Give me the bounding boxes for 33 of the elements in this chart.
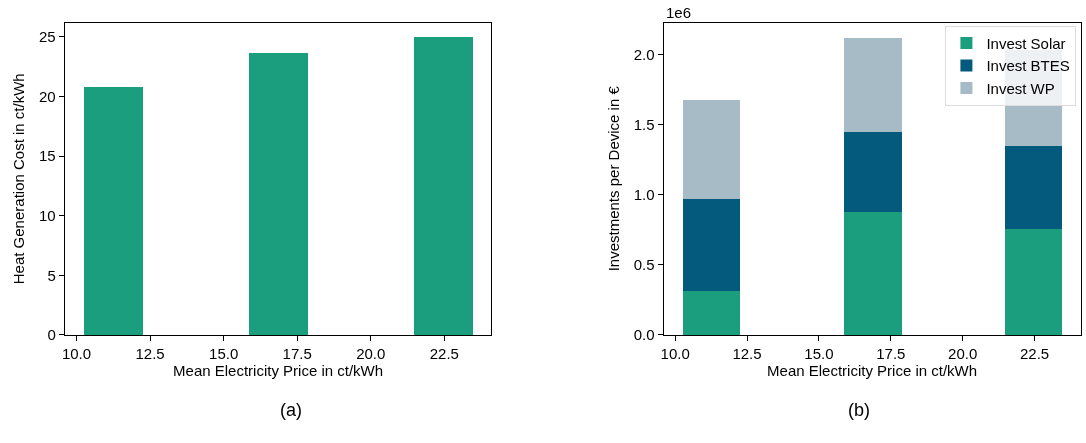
y-tick-label: 0 [47, 326, 56, 344]
x-tick-label: 22.5 [429, 344, 459, 362]
legend-label: Invest BTES [986, 57, 1070, 75]
y-tick-label: 5 [47, 266, 56, 284]
x-tick-label: 20.0 [948, 344, 978, 362]
x-tick-label: 15.0 [209, 344, 239, 362]
legend-label: Invest Solar [986, 34, 1066, 52]
y-tick-label: 0.0 [633, 326, 655, 344]
x-tick-label: 15.0 [804, 344, 834, 362]
x-tick-label: 20.0 [356, 344, 386, 362]
y-tick-label: 0.5 [633, 256, 655, 274]
x-tick-label: 22.5 [1019, 344, 1050, 362]
text: (a) [280, 400, 302, 420]
y-tick-label: 1.5 [633, 116, 655, 134]
y-tick-label: 2.0 [633, 46, 655, 64]
x-tick-label: 10.0 [660, 344, 690, 362]
y-axis-title: Investments per Device in € [605, 85, 623, 272]
x-tick-label: 12.5 [732, 344, 762, 362]
y-tick-label: 1.0 [633, 186, 655, 204]
y-tick-label: 25 [39, 28, 56, 46]
text: 1e6 [666, 4, 692, 21]
x-axis-title: Mean Electricity Price in ct/kWh [173, 361, 384, 379]
text: (b) [848, 400, 870, 420]
x-tick-label: 12.5 [135, 344, 165, 362]
y-tick-label: 20 [39, 87, 56, 105]
x-tick-label: 17.5 [876, 344, 906, 362]
x-tick-label: 17.5 [282, 344, 312, 362]
y-tick-label: 10 [39, 206, 56, 224]
x-tick-label: 10.0 [61, 344, 92, 362]
legend-label: Invest WP [986, 79, 1055, 97]
y-axis-title: Heat Generation Cost in ct/kWh [10, 73, 28, 285]
y-tick-label: 15 [39, 147, 56, 165]
x-axis-title: Mean Electricity Price in ct/kWh [767, 361, 978, 379]
